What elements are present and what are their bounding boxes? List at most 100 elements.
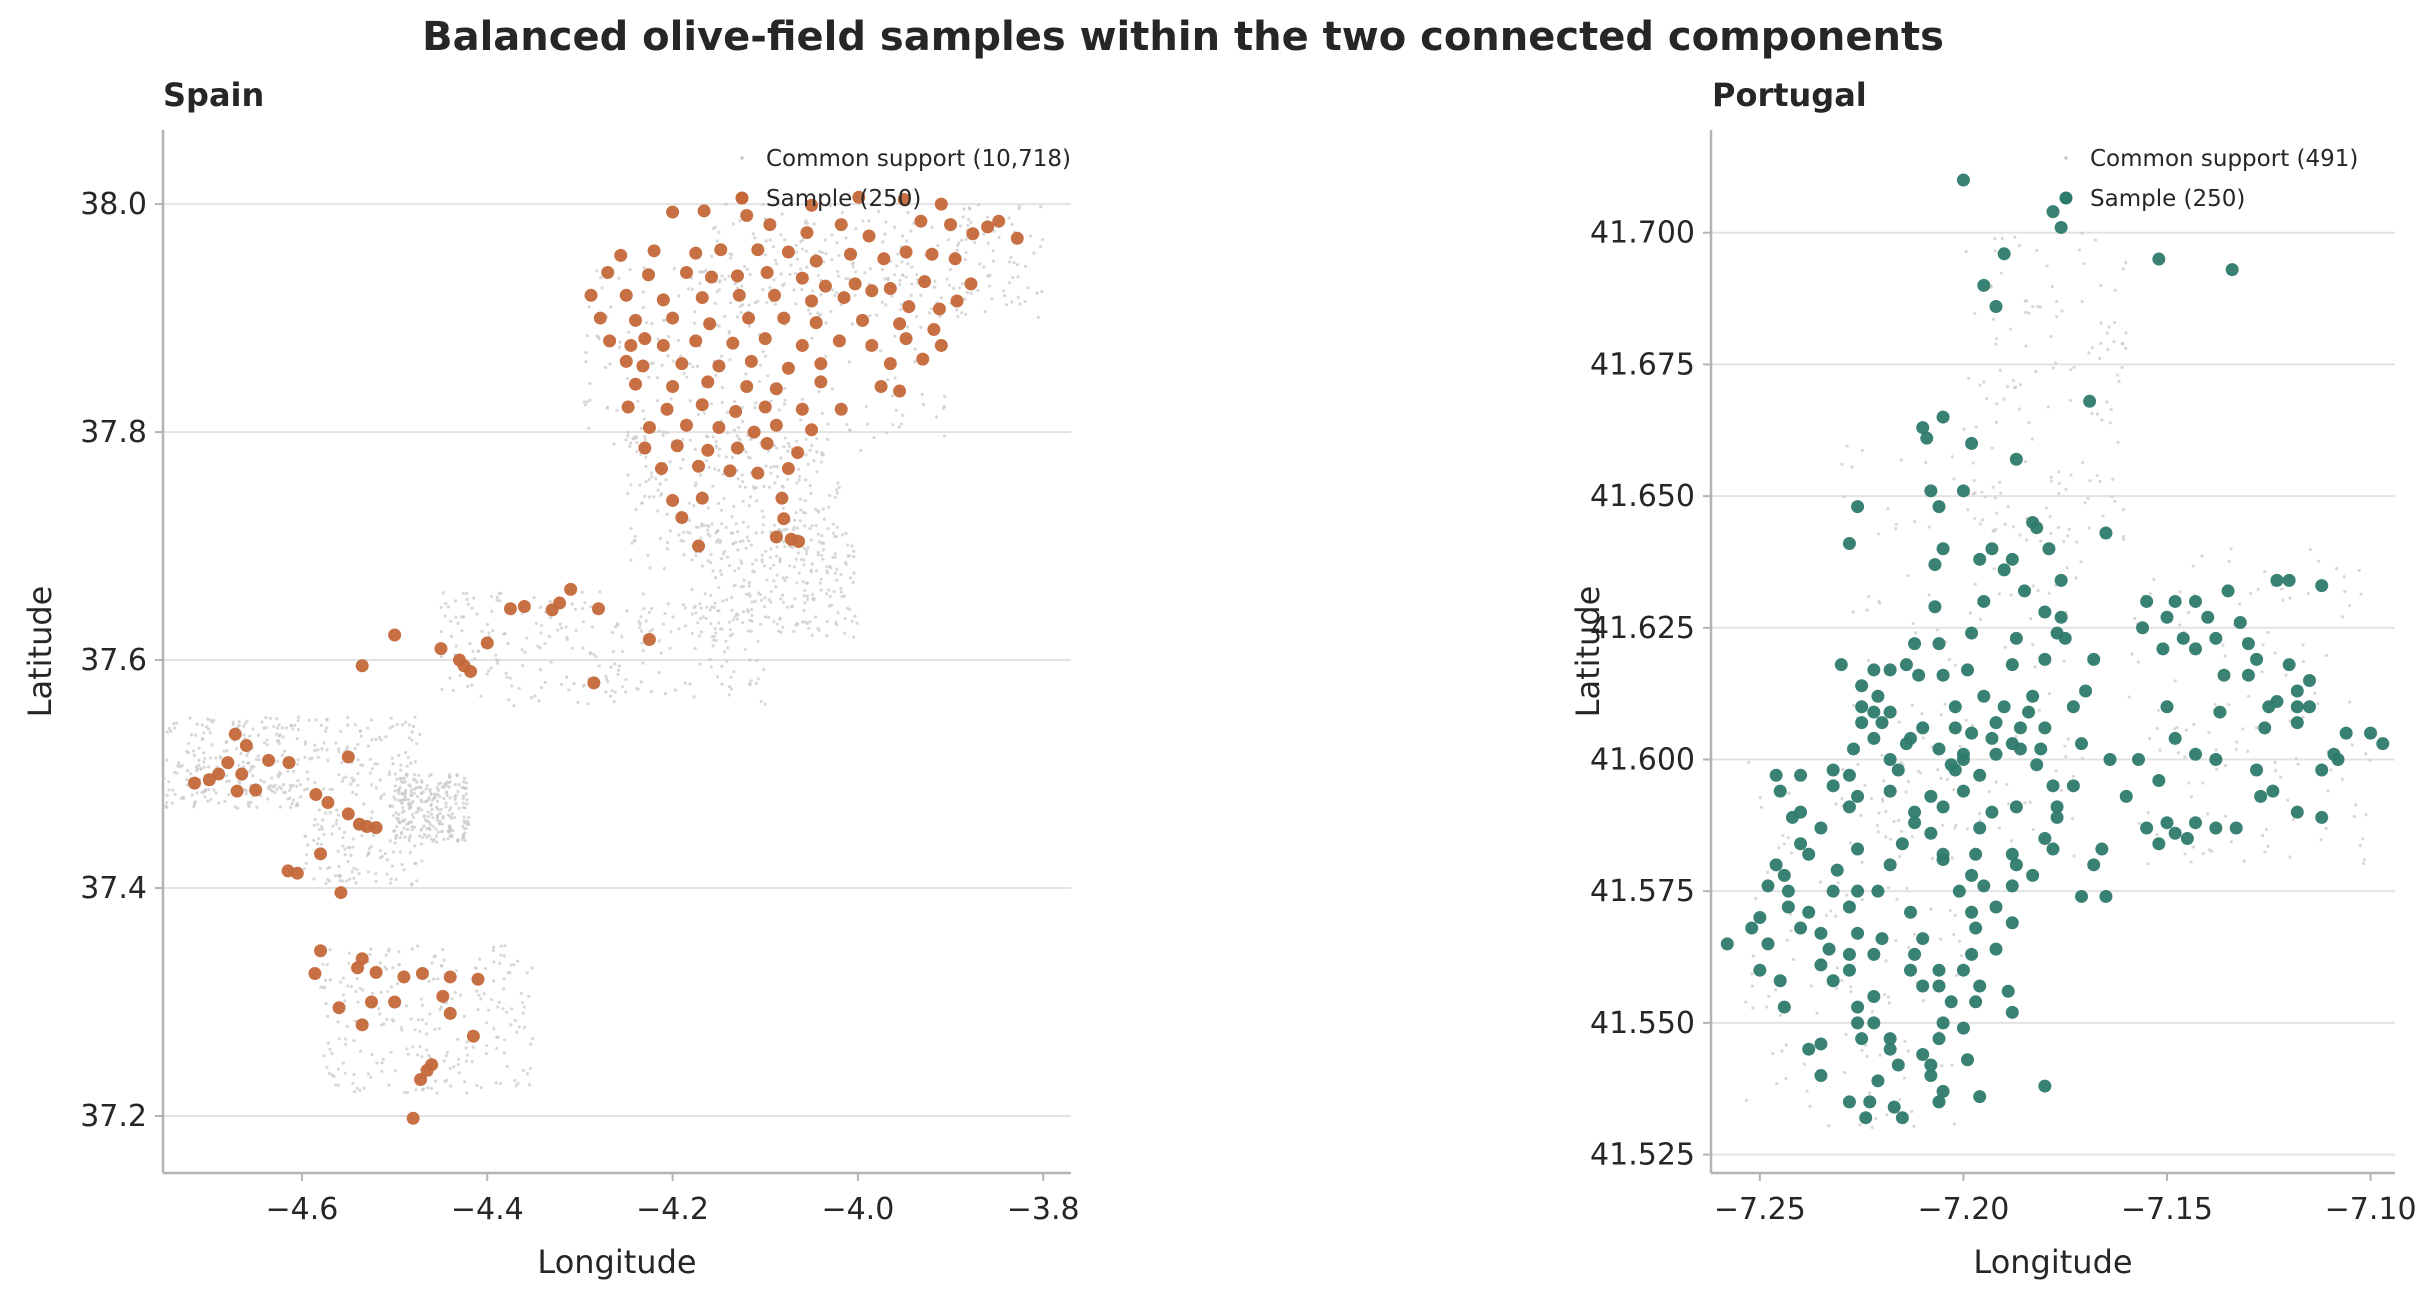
spain-support-point (516, 1081, 520, 1086)
spain-support-point (700, 564, 704, 568)
spain-support-point (492, 979, 496, 983)
spain-support-point (659, 491, 664, 496)
spain-support-point (1011, 276, 1015, 280)
portugal-ytick-label: 41.575 (1590, 874, 1695, 909)
portugal-support-point (1870, 1010, 1874, 1014)
portugal-sample-point (2156, 642, 2170, 656)
portugal-support-point (2037, 708, 2042, 712)
spain-support-point (803, 588, 807, 592)
portugal-sample-point (2022, 705, 2036, 719)
portugal-sample-point (2005, 658, 2019, 672)
portugal-support-point (2113, 288, 2117, 292)
portugal-support-point (1889, 837, 1893, 841)
portugal-sample-point (1956, 1021, 1970, 1035)
spain-support-point (464, 1059, 469, 1063)
spain-support-point (409, 791, 413, 795)
portugal-support-point (1966, 376, 1971, 380)
portugal-support-point (2306, 591, 2310, 596)
spain-support-point (346, 984, 350, 988)
spain-support-point (750, 600, 754, 604)
spain-support-point (351, 845, 355, 849)
spain-support-point (853, 270, 858, 274)
spain-support-point (422, 832, 427, 837)
spain-support-point (682, 371, 686, 375)
spain-support-point (412, 825, 417, 829)
spain-support-point (768, 530, 773, 534)
spain-support-point (669, 630, 673, 634)
spain-support-point (548, 616, 552, 620)
spain-support-point (398, 850, 402, 854)
spain-support-point (370, 810, 374, 814)
spain-support-point (799, 418, 803, 422)
spain-support-point (581, 684, 585, 688)
portugal-support-point (1870, 1125, 1874, 1130)
spain-support-point (424, 1022, 428, 1026)
spain-support-point (781, 506, 786, 510)
portugal-support-point (1877, 599, 1881, 603)
spain-support-point (835, 241, 839, 245)
portugal-support-point (1953, 663, 1958, 667)
spain-support-point (750, 619, 754, 623)
spain-support-point (833, 571, 837, 575)
spain-support-point (650, 471, 654, 475)
spain-support-point (437, 1027, 442, 1031)
spain-support-point (811, 597, 815, 601)
spain-support-point (237, 763, 241, 768)
portugal-sample-point (2013, 742, 2027, 756)
spain-support-point (499, 944, 503, 948)
spain-support-point (411, 724, 416, 729)
portugal-support-point (2340, 777, 2344, 781)
spain-support-point (803, 524, 807, 528)
spain-support-point (638, 622, 642, 626)
portugal-support-point (1876, 830, 1880, 834)
spain-support-point (214, 791, 218, 795)
portugal-support-point (1877, 811, 1881, 815)
portugal-support-point (1841, 767, 1845, 772)
spain-support-point (462, 1014, 466, 1019)
portugal-support-point (2027, 420, 2031, 425)
spain-support-point (391, 724, 395, 728)
spain-support-point (429, 1086, 434, 1091)
spain-support-point (462, 826, 466, 831)
portugal-support-point (2036, 589, 2040, 593)
spain-support-point (408, 806, 413, 810)
spain-support-point (520, 1000, 524, 1005)
portugal-sample-point (1851, 884, 1865, 898)
spain-support-point (429, 803, 433, 808)
spain-support-point (305, 770, 309, 774)
spain-support-point (830, 257, 834, 262)
spain-support-point (740, 473, 744, 477)
spain-support-point (811, 593, 815, 597)
spain-support-point (883, 277, 887, 281)
spain-support-point (440, 830, 444, 834)
spain-support-point (188, 716, 192, 720)
spain-support-point (576, 700, 580, 704)
spain-support-point (810, 633, 814, 637)
portugal-sample-point (2189, 642, 2202, 656)
spain-support-point (439, 655, 444, 659)
spain-support-point (533, 694, 537, 698)
spain-support-point (643, 494, 647, 498)
spain-support-point (775, 446, 779, 450)
spain-support-point (256, 754, 260, 758)
spain-support-point (847, 360, 852, 364)
spain-support-point (395, 722, 399, 727)
spain-support-point (616, 668, 621, 672)
spain-support-point (341, 776, 346, 780)
portugal-support-point (2049, 475, 2053, 479)
portugal-sample-point (1932, 979, 1946, 993)
spain-support-point (779, 233, 783, 237)
spain-support-point (731, 542, 735, 546)
spain-sample-point (309, 788, 323, 802)
spain-support-point (429, 792, 433, 796)
spain-support-point (772, 444, 776, 448)
spain-support-point (658, 536, 663, 541)
spain-support-point (754, 658, 759, 663)
spain-support-point (834, 622, 839, 627)
spain-support-point (729, 256, 733, 260)
spain-support-point (830, 233, 834, 237)
portugal-support-point (1781, 833, 1785, 838)
spain-support-point (800, 287, 804, 292)
spain-support-point (668, 529, 673, 533)
spain-support-point (369, 718, 374, 722)
